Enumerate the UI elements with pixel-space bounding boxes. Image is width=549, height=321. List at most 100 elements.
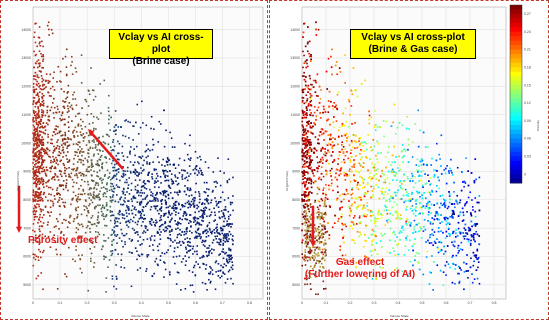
data-point [143, 185, 145, 187]
data-point [386, 200, 388, 202]
data-point [310, 60, 312, 62]
data-point [209, 273, 211, 275]
data-point [32, 194, 34, 196]
data-point [383, 194, 385, 196]
data-point [152, 200, 154, 202]
data-point [87, 159, 89, 161]
data-point [43, 58, 45, 60]
data-point [119, 180, 121, 182]
data-point [374, 146, 376, 148]
data-point [35, 55, 37, 57]
data-point [449, 216, 451, 218]
data-point [112, 183, 114, 185]
data-point [38, 100, 40, 102]
data-point [412, 232, 414, 234]
data-point [425, 207, 427, 209]
data-point [193, 291, 195, 293]
data-point [41, 56, 43, 58]
data-point [173, 208, 175, 210]
data-point [144, 187, 146, 189]
data-point [116, 235, 118, 237]
data-point [160, 200, 162, 202]
data-point [443, 203, 445, 205]
data-point [124, 197, 126, 199]
data-point [376, 141, 378, 143]
data-point [104, 143, 106, 145]
data-point [33, 51, 35, 53]
data-point [440, 195, 442, 197]
data-point [381, 176, 383, 178]
data-point [441, 242, 443, 244]
data-point [205, 268, 207, 270]
data-point [33, 145, 35, 147]
data-point [110, 220, 112, 222]
data-point [138, 254, 140, 256]
data-point [110, 251, 112, 253]
data-point [303, 170, 305, 172]
data-point [77, 161, 79, 163]
data-point [124, 201, 126, 203]
data-point [184, 178, 186, 180]
data-point [180, 223, 182, 225]
data-point [98, 223, 100, 225]
data-point [231, 257, 233, 259]
data-point [143, 160, 145, 162]
data-point [60, 152, 62, 154]
data-point [37, 162, 39, 164]
data-point [67, 141, 69, 143]
data-point [123, 173, 125, 175]
data-point [341, 144, 343, 146]
data-point [377, 152, 379, 154]
data-point [123, 214, 125, 216]
data-point [33, 166, 35, 168]
data-point [338, 218, 340, 220]
data-point [210, 231, 212, 233]
data-point [310, 183, 312, 185]
data-point [302, 126, 304, 128]
data-point [186, 227, 188, 229]
data-point [472, 265, 474, 267]
data-point [304, 185, 306, 187]
data-point [93, 193, 95, 195]
data-point [46, 122, 48, 124]
data-point [167, 164, 169, 166]
data-point [445, 168, 447, 170]
data-point [395, 254, 397, 256]
data-point [359, 153, 361, 155]
data-point [42, 132, 44, 134]
data-point [33, 189, 35, 191]
data-point [302, 183, 304, 185]
data-point [38, 204, 40, 206]
data-point [354, 215, 356, 217]
data-point [215, 181, 217, 183]
data-point [330, 173, 332, 175]
data-point [109, 259, 111, 261]
data-point [204, 199, 206, 201]
data-point [394, 161, 396, 163]
data-point [427, 240, 429, 242]
y-tick-label: 7000 [292, 226, 300, 230]
data-point [69, 159, 71, 161]
data-point [44, 169, 46, 171]
data-point [455, 264, 457, 266]
data-point [79, 159, 81, 161]
data-point [333, 108, 335, 110]
data-point [32, 171, 34, 173]
data-point [412, 250, 414, 252]
data-point [353, 240, 355, 242]
data-point [437, 248, 439, 250]
data-point [341, 214, 343, 216]
data-point [452, 255, 454, 257]
data-point [67, 151, 69, 153]
data-point [55, 157, 57, 159]
data-point [113, 232, 115, 234]
data-point [132, 221, 134, 223]
data-point [133, 148, 135, 150]
data-point [110, 146, 112, 148]
data-point [206, 215, 208, 217]
data-point [76, 182, 78, 184]
data-point [434, 219, 436, 221]
data-point [192, 253, 194, 255]
data-point [64, 273, 66, 275]
data-point [41, 41, 43, 43]
